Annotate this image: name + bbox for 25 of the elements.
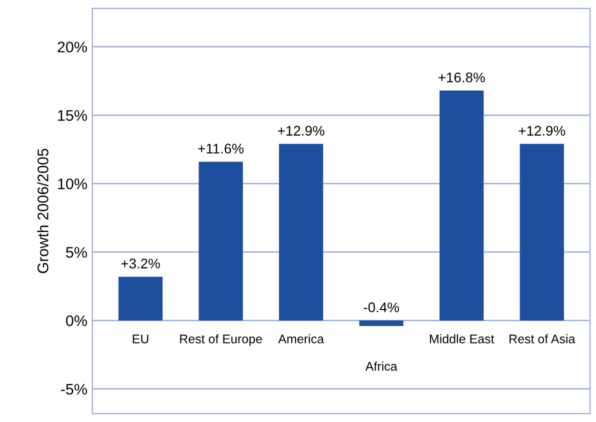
- x-tick-label: Middle East: [430, 334, 494, 344]
- y-axis-title: Growth 2006/2005: [37, 148, 48, 274]
- data-label: +16.8%: [438, 72, 485, 82]
- bar: [118, 276, 163, 320]
- data-label: +3.2%: [121, 258, 160, 268]
- y-tick-label: 10%: [58, 178, 87, 190]
- x-tick-label: Africa: [365, 362, 398, 371]
- y-tick-label: 20%: [58, 42, 87, 52]
- y-tick-label: 0%: [66, 315, 87, 326]
- bar: [279, 144, 324, 320]
- bar: [520, 144, 564, 320]
- data-label: +12.9%: [518, 126, 566, 136]
- data-label: +11.6%: [198, 144, 244, 154]
- y-tick-label: -5%: [61, 384, 87, 395]
- x-tick-label: Rest of Asia: [510, 334, 576, 344]
- x-tick-label: EU: [132, 334, 148, 344]
- x-tick-label: America: [278, 334, 324, 344]
- data-label: -0.4%: [364, 302, 399, 312]
- bar: [440, 90, 484, 320]
- y-tick-label: 15%: [58, 110, 87, 121]
- bar: [359, 320, 404, 326]
- bar: [198, 162, 243, 320]
- x-tick-label: Rest of Europe: [180, 334, 262, 346]
- y-tick-label: 5%: [66, 246, 87, 258]
- data-label: +12.9%: [278, 126, 324, 136]
